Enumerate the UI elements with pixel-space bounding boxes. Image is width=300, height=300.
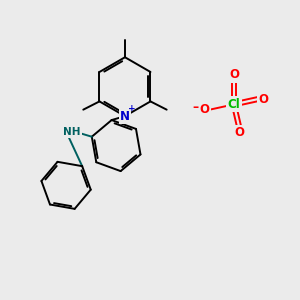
Text: N: N bbox=[120, 110, 130, 123]
Text: +: + bbox=[128, 104, 135, 113]
Text: Cl: Cl bbox=[227, 98, 240, 111]
Text: NH: NH bbox=[63, 127, 80, 137]
Text: –: – bbox=[193, 101, 199, 114]
Text: O: O bbox=[258, 93, 268, 106]
Text: O: O bbox=[234, 126, 244, 139]
Text: O: O bbox=[200, 103, 209, 116]
Text: O: O bbox=[229, 68, 239, 81]
